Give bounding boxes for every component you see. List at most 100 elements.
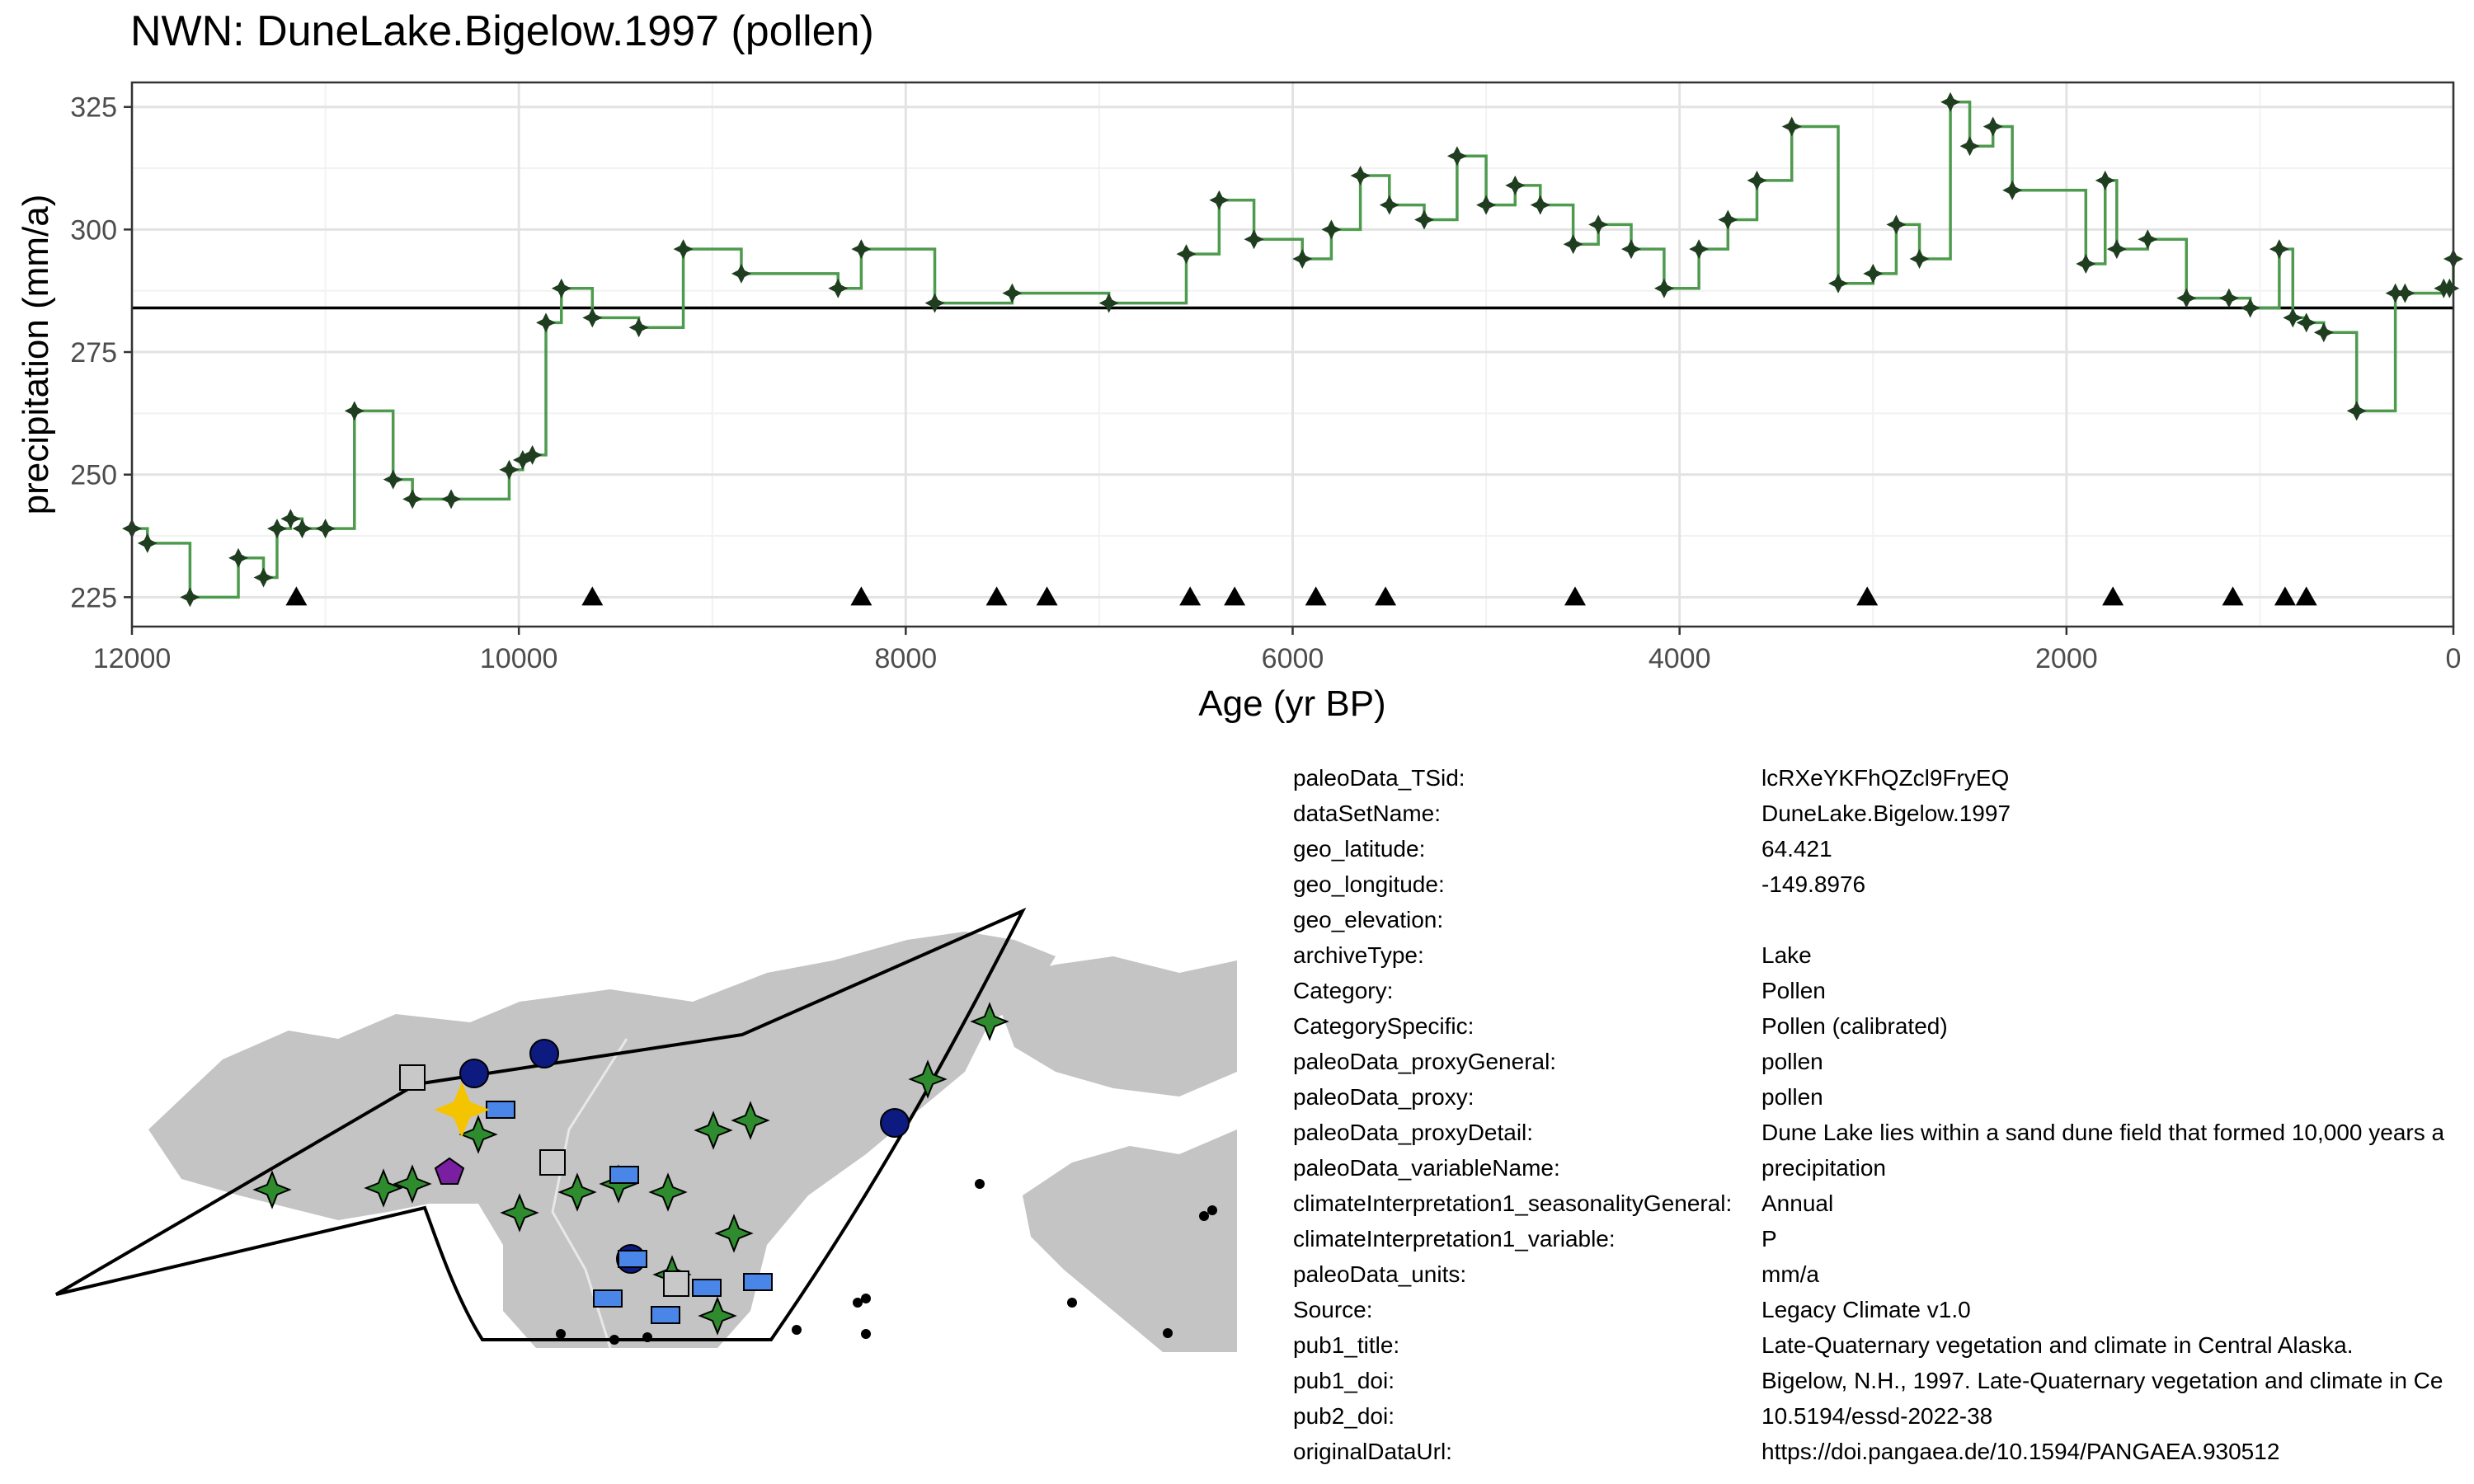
- metadata-key: climateInterpretation1_variable:: [1293, 1226, 1616, 1252]
- data-point: [1292, 249, 1313, 270]
- age-marker-triangle: [1224, 586, 1246, 606]
- metadata-value: https://doi.pangaea.de/10.1594/PANGAEA.9…: [1761, 1439, 2280, 1464]
- x-tick-label: 2000: [2035, 643, 2098, 674]
- metadata-value: DuneLake.Bigelow.1997: [1761, 801, 2011, 826]
- metadata-value: pollen: [1761, 1049, 1823, 1074]
- data-point: [315, 519, 336, 539]
- metadata-key: paleoData_proxyGeneral:: [1293, 1049, 1557, 1074]
- metadata-key: dataSetName:: [1293, 801, 1441, 826]
- data-point: [253, 567, 274, 588]
- data-point: [1244, 229, 1264, 250]
- metadata-row: pub1_title: Late-Quaternary vegetation an…: [1293, 1327, 2474, 1363]
- data-point: [2106, 239, 2127, 260]
- pentagon-marker: [434, 1157, 465, 1185]
- data-point: [1781, 116, 1802, 137]
- data-point: [582, 308, 603, 328]
- y-axis-label: precipitation (mm/a): [16, 195, 56, 515]
- star-marker: [393, 1164, 432, 1204]
- data-point: [673, 239, 694, 260]
- rect-marker: [609, 1166, 639, 1184]
- data-point: [402, 489, 423, 510]
- data-point: [1747, 170, 1767, 190]
- data-point: [2138, 229, 2158, 250]
- data-point: [2439, 278, 2460, 298]
- region-outline: [54, 907, 1027, 1341]
- metadata-value: Legacy Climate v1.0: [1761, 1297, 1971, 1322]
- metadata-row: pub2_doi: 10.5194/essd-2022-38: [1293, 1398, 2474, 1434]
- age-markers-layer: [285, 586, 2317, 606]
- data-point: [2002, 180, 2023, 200]
- dot-marker: [1207, 1205, 1217, 1215]
- data-point: [522, 444, 543, 465]
- star-marker: [908, 1059, 948, 1099]
- age-marker-triangle: [2222, 586, 2244, 606]
- star-marker: [731, 1101, 770, 1140]
- x-tick-label: 6000: [1262, 643, 1324, 674]
- star-marker: [364, 1168, 403, 1208]
- data-point: [2269, 239, 2289, 260]
- metadata-value: 10.5194/essd-2022-38: [1761, 1403, 1993, 1429]
- dot-marker: [792, 1325, 802, 1335]
- star-marker: [698, 1296, 737, 1336]
- data-point: [2296, 312, 2316, 333]
- site-location-map: [54, 907, 1237, 1352]
- x-tick-label: 8000: [875, 643, 938, 674]
- metadata-value: pollen: [1761, 1084, 1823, 1110]
- data-point: [1653, 278, 1674, 298]
- metadata-row: originalDataUrl: https://doi.pangaea.de/1…: [1293, 1434, 2474, 1469]
- metadata-row: geo_longitude: -149.8976: [1293, 866, 2474, 902]
- data-point: [731, 263, 751, 284]
- data-point: [1959, 136, 1980, 157]
- dot-marker: [1067, 1298, 1077, 1308]
- metadata-key: paleoData_variableName:: [1293, 1155, 1560, 1181]
- data-point: [1350, 165, 1371, 186]
- data-point: [2095, 170, 2115, 190]
- metadata-value: mm/a: [1761, 1261, 1819, 1287]
- metadata-value: Dune Lake lies within a sand dune field …: [1761, 1120, 2445, 1145]
- dot-marker: [853, 1298, 863, 1308]
- data-point: [1505, 175, 1526, 195]
- metadata-key: paleoData_proxyDetail:: [1293, 1120, 1534, 1145]
- star-marker: [252, 1170, 292, 1209]
- data-point: [1886, 214, 1907, 235]
- data-point: [441, 489, 462, 510]
- dot-marker: [861, 1294, 871, 1303]
- metadata-row: paleoData_units: mm/a: [1293, 1256, 2474, 1292]
- data-point: [512, 449, 533, 470]
- data-point: [1379, 195, 1399, 215]
- star-marker: [648, 1172, 688, 1212]
- data-point: [2176, 288, 2197, 308]
- metadata-key: pub2_doi:: [1293, 1403, 1395, 1429]
- data-point: [828, 278, 849, 298]
- metadata-row: Category: Pollen: [1293, 973, 2474, 1008]
- age-marker-triangle: [1305, 586, 1327, 606]
- data-point: [1321, 219, 1342, 240]
- metadata-value: Annual: [1761, 1190, 1834, 1216]
- metadata-value: Lake: [1761, 942, 1812, 968]
- metadata-table: paleoData_TSid: lcRXeYKFhQZcl9FryEQ dataSe…: [1293, 760, 2474, 1469]
- y-tick-label: 250: [70, 460, 117, 491]
- water-bay: [932, 1129, 998, 1195]
- age-marker-triangle: [1036, 586, 1058, 606]
- data-point: [551, 278, 571, 298]
- x-tick-label: 0: [2446, 643, 2462, 674]
- metadata-row: paleoData_TSid: lcRXeYKFhQZcl9FryEQ: [1293, 760, 2474, 796]
- metadata-key: climateInterpretation1_seasonalityGenera…: [1293, 1190, 1733, 1216]
- metadata-row: dataSetName: DuneLake.Bigelow.1997: [1293, 796, 2474, 831]
- dot-marker: [1163, 1328, 1173, 1338]
- star-marker: [970, 1002, 1009, 1041]
- land-arctic-islands: [990, 956, 1237, 1097]
- age-marker-triangle: [2295, 586, 2317, 606]
- dot-marker: [975, 1179, 985, 1189]
- data-point: [924, 293, 945, 313]
- y-tick-label: 225: [70, 582, 117, 613]
- metadata-row: geo_elevation:: [1293, 902, 2474, 937]
- metadata-value: Pollen (calibrated): [1761, 1013, 1948, 1039]
- data-point: [2240, 298, 2260, 318]
- age-marker-triangle: [285, 586, 308, 606]
- metadata-key: originalDataUrl:: [1293, 1439, 1452, 1464]
- metadata-value: precipitation: [1761, 1155, 1886, 1181]
- data-point: [2346, 401, 2367, 421]
- metadata-key: geo_elevation:: [1293, 907, 1444, 932]
- data-point: [499, 459, 520, 480]
